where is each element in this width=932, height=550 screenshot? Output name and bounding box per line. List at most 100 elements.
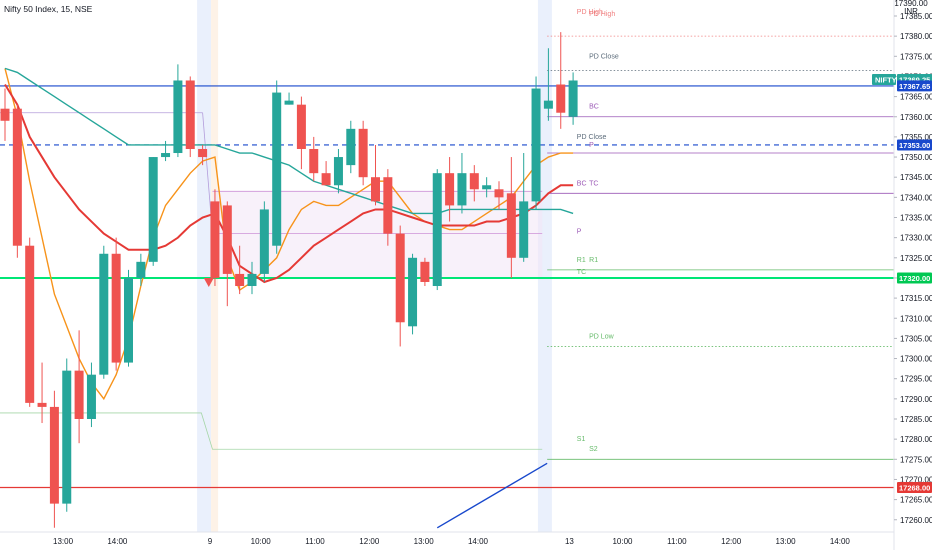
prev-pivot-label: BC [577, 180, 587, 187]
candle[interactable] [371, 144, 380, 206]
price-badge [897, 80, 932, 92]
trend-line[interactable] [436, 462, 548, 529]
time-tick-label: 13 [565, 537, 574, 546]
candle[interactable] [173, 64, 183, 158]
time-tick-label: 10:00 [251, 537, 272, 546]
candle[interactable] [136, 253, 146, 287]
candle[interactable] [346, 120, 356, 174]
candle-body [543, 100, 553, 109]
candle-body [445, 173, 455, 206]
candle-body [74, 370, 84, 419]
time-tick-label: 13:00 [53, 537, 74, 546]
candle-body [568, 80, 578, 117]
candle[interactable] [408, 253, 418, 335]
candlesticks[interactable] [0, 32, 578, 528]
candle-body [519, 201, 529, 258]
candle-body [371, 177, 380, 202]
price-badge-text: 17367.65 [899, 82, 930, 91]
price-badge-text: 17320.00 [899, 274, 930, 283]
candle[interactable] [161, 140, 171, 162]
time-tick-label: 14:00 [107, 537, 128, 546]
candle[interactable] [74, 330, 84, 444]
candle[interactable] [185, 76, 195, 158]
candle-body [556, 84, 566, 113]
candle[interactable] [111, 237, 121, 371]
candle[interactable] [86, 362, 96, 428]
candle-body [173, 80, 183, 154]
candle[interactable] [37, 362, 47, 424]
candle-body [346, 128, 356, 166]
candle[interactable] [494, 181, 504, 210]
candle[interactable] [12, 104, 22, 258]
candle[interactable] [222, 201, 232, 307]
candle-body [531, 88, 541, 202]
candle[interactable] [259, 201, 269, 282]
candle[interactable] [148, 157, 158, 266]
candle[interactable] [198, 144, 208, 166]
price-badge [897, 482, 932, 494]
candle[interactable] [0, 88, 10, 141]
cpr-zone [0, 112, 543, 450]
candle[interactable] [543, 48, 553, 121]
pivot-level-label: R1 [589, 257, 598, 264]
candle[interactable] [506, 157, 516, 278]
candle[interactable] [309, 136, 319, 182]
candle[interactable] [445, 157, 455, 222]
price-tick-label: 17285.00 [900, 415, 932, 424]
candle[interactable] [247, 261, 257, 295]
prev-pivot-label: R1 [577, 257, 586, 264]
candle[interactable] [358, 120, 368, 186]
candle[interactable] [284, 92, 294, 105]
candle[interactable] [333, 148, 343, 194]
candle[interactable] [383, 169, 393, 246]
time-axis[interactable]: 13:00 14:00 9 10:00 11:00 12:00 13:00 14:00 13 10… [0, 531, 894, 546]
candle[interactable] [210, 189, 220, 287]
candle-body [111, 253, 121, 363]
candle[interactable] [556, 32, 566, 129]
candle[interactable] [457, 153, 467, 214]
candle[interactable] [99, 245, 109, 379]
candle[interactable] [272, 80, 282, 254]
sell-signal-marker [203, 277, 214, 287]
candle[interactable] [124, 269, 133, 367]
candle[interactable] [482, 177, 492, 198]
candle[interactable] [519, 153, 529, 262]
candle[interactable] [395, 225, 405, 347]
candle-body [0, 108, 10, 121]
price-tick-label: 17300.00 [900, 355, 932, 364]
time-tick-label: 12:00 [721, 537, 742, 546]
candle-body [296, 104, 306, 149]
price-axis-top-partial: 17390.00 [894, 0, 928, 8]
candle-body [161, 153, 171, 158]
candle[interactable] [25, 237, 35, 407]
candle[interactable] [531, 76, 541, 210]
price-tick-label: 17380.00 [900, 32, 932, 41]
prev-pivot-label: P [577, 229, 582, 236]
price-badge-text: 17268.00 [899, 484, 930, 493]
candle-body [408, 257, 418, 327]
candle-body [272, 92, 282, 246]
price-tick-label: 17280.00 [900, 435, 932, 444]
candle-body [321, 173, 331, 186]
time-tick-label: 9 [208, 537, 213, 546]
candle-body [432, 173, 442, 287]
candle[interactable] [321, 161, 331, 186]
candle[interactable] [469, 165, 479, 202]
moving-average-line [4, 67, 574, 215]
candle[interactable] [432, 169, 442, 291]
time-tick-label: 13:00 [414, 537, 435, 546]
price-tick-label: 17310.00 [900, 314, 932, 323]
candle-body [309, 148, 319, 174]
trend-line-segment[interactable] [436, 462, 548, 529]
candle[interactable] [235, 245, 245, 295]
candle-body [37, 402, 47, 407]
candle[interactable] [568, 72, 578, 125]
candle[interactable] [49, 390, 59, 528]
candle[interactable] [62, 358, 72, 512]
candle[interactable] [296, 96, 306, 170]
candle[interactable] [420, 257, 430, 287]
price-tick-label: 17260.00 [900, 516, 932, 525]
currency-label: INR [904, 7, 918, 16]
